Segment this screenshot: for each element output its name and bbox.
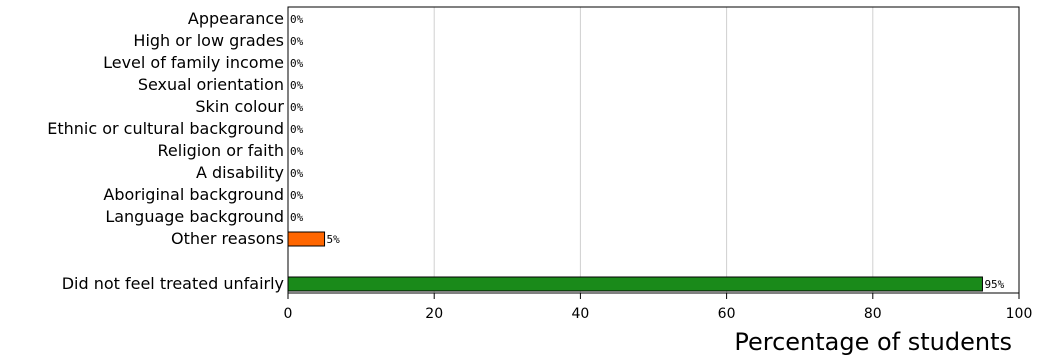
x-tick-label: 20 <box>425 306 443 322</box>
category-label: Sexual orientation <box>138 75 284 94</box>
category-label: Ethnic or cultural background <box>47 119 284 138</box>
category-label: Religion or faith <box>158 141 285 160</box>
category-label: Appearance <box>188 9 284 28</box>
value-label: 0% <box>290 167 304 180</box>
x-tick-label: 0 <box>284 306 293 322</box>
value-labels: 0% 0% 0% 0% 0% 0% 0% 0% 0% 0% 5% 95% <box>290 13 1005 291</box>
value-label: 0% <box>290 79 304 92</box>
category-label: High or low grades <box>133 31 284 50</box>
value-label: 5% <box>327 233 341 246</box>
value-label: 0% <box>290 123 304 136</box>
category-labels: Appearance High or low grades Level of fam… <box>47 9 284 293</box>
value-label: 95% <box>984 278 1004 291</box>
value-label: 0% <box>290 101 304 114</box>
value-label: 0% <box>290 145 304 158</box>
value-label: 0% <box>290 13 304 26</box>
x-axis-ticks: 0 20 40 60 80 100 <box>284 293 1033 322</box>
gridlines <box>433 7 874 293</box>
x-axis-title: Percentage of students <box>734 328 1012 356</box>
category-label: A disability <box>196 163 284 182</box>
bars <box>287 231 983 292</box>
value-label: 0% <box>290 189 304 202</box>
x-tick-label: 40 <box>571 306 589 322</box>
value-label: 0% <box>290 211 304 224</box>
category-label: Skin colour <box>195 97 284 116</box>
category-label: Level of family income <box>103 53 284 72</box>
category-label: Language background <box>105 207 284 226</box>
value-label: 0% <box>290 57 304 70</box>
category-label: Did not feel treated unfairly <box>62 274 284 293</box>
x-tick-label: 100 <box>1006 306 1033 322</box>
bar <box>287 276 983 292</box>
x-tick-label: 80 <box>864 306 882 322</box>
bar <box>287 231 326 247</box>
category-label: Aboriginal background <box>103 185 284 204</box>
plot-frame <box>287 6 1020 294</box>
category-label: Other reasons <box>171 229 284 248</box>
x-tick-label: 60 <box>718 306 736 322</box>
value-label: 0% <box>290 35 304 48</box>
